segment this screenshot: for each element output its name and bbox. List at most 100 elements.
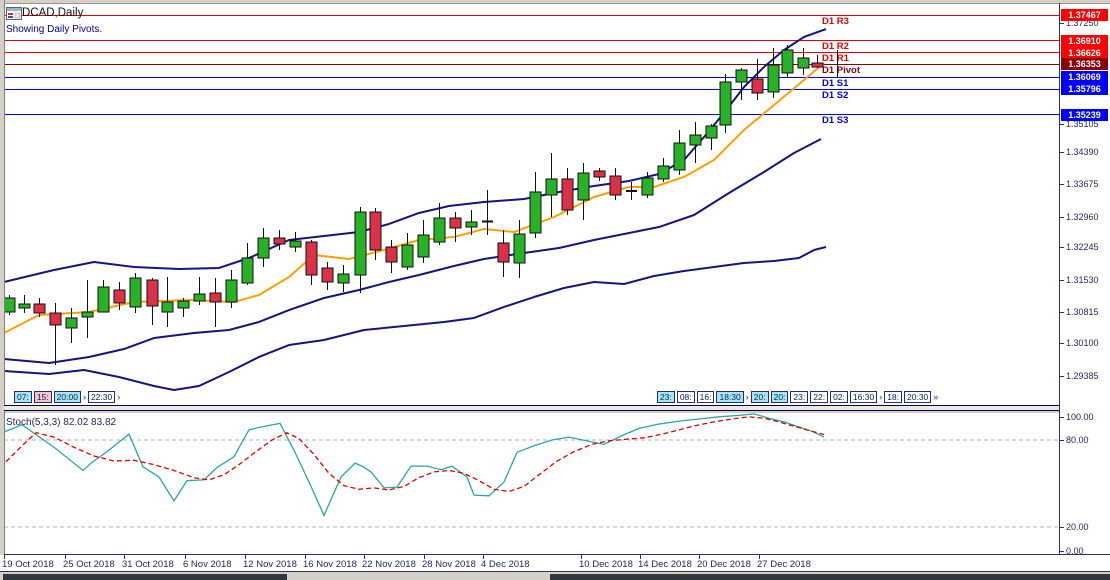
time-marker[interactable]: 22: xyxy=(810,391,829,403)
pivot-label: D1 S2 xyxy=(822,90,849,101)
stoch-main-line[interactable] xyxy=(3,413,825,517)
ma-orange[interactable] xyxy=(3,62,825,334)
candle[interactable] xyxy=(433,203,446,246)
candle[interactable] xyxy=(497,230,510,278)
candle[interactable] xyxy=(3,295,16,316)
stochastic-panel[interactable] xyxy=(3,413,1059,554)
candle[interactable] xyxy=(18,295,31,313)
candle[interactable] xyxy=(289,232,302,252)
pivot-line-d1-r1[interactable] xyxy=(4,52,1059,53)
candle[interactable] xyxy=(146,278,159,325)
band-lower[interactable] xyxy=(3,138,822,364)
candle[interactable] xyxy=(113,282,126,311)
candle[interactable] xyxy=(129,273,142,313)
panel-divider-grip[interactable] xyxy=(4,406,1059,410)
candle[interactable] xyxy=(673,130,686,176)
candle[interactable] xyxy=(705,123,718,150)
candle[interactable] xyxy=(354,207,367,294)
pivot-line-d1-s1[interactable] xyxy=(4,77,1059,78)
date-axis[interactable] xyxy=(0,555,1110,571)
band-outer[interactable] xyxy=(3,246,827,391)
candle[interactable] xyxy=(161,277,174,327)
pivot-line-d1-s2[interactable] xyxy=(4,89,1059,90)
time-marker[interactable]: 20: xyxy=(750,391,769,403)
candle-body-down xyxy=(113,289,126,304)
candle[interactable] xyxy=(257,228,270,268)
price-axis[interactable] xyxy=(1060,3,1110,571)
candle[interactable] xyxy=(781,45,794,79)
candle[interactable] xyxy=(719,73,732,133)
stochastic-chart-canvas[interactable] xyxy=(3,413,1059,554)
time-marker[interactable]: 20:00 xyxy=(53,391,81,403)
candle[interactable] xyxy=(626,182,637,200)
candle[interactable] xyxy=(49,302,62,366)
candle[interactable] xyxy=(449,212,462,243)
time-marker[interactable]: 18:30 xyxy=(716,391,744,403)
panel-divider[interactable] xyxy=(4,405,1059,406)
time-marker[interactable]: 16: xyxy=(696,391,715,403)
candle[interactable] xyxy=(65,308,78,344)
candle[interactable] xyxy=(193,277,206,305)
candle[interactable] xyxy=(337,265,350,292)
candlestick-chart-canvas[interactable] xyxy=(3,3,1059,405)
time-marker[interactable]: 16:30 xyxy=(849,391,878,403)
candle[interactable] xyxy=(417,219,430,263)
candle[interactable] xyxy=(529,171,542,239)
candle[interactable] xyxy=(465,210,478,235)
candle[interactable] xyxy=(593,167,606,181)
time-marker[interactable]: 20: xyxy=(770,391,789,403)
candle[interactable] xyxy=(577,162,590,220)
candle[interactable] xyxy=(545,152,558,218)
candle[interactable] xyxy=(305,240,318,285)
stoch-tick xyxy=(1059,417,1064,418)
time-marker[interactable]: 07: xyxy=(14,391,32,403)
candle[interactable] xyxy=(209,278,222,327)
candle[interactable] xyxy=(689,121,702,163)
candle[interactable] xyxy=(33,297,46,318)
time-marker[interactable]: 22:30 xyxy=(87,391,116,403)
panel-divider[interactable] xyxy=(4,410,1059,411)
main-chart-panel[interactable]: D1 R3 D1 R2 D1 R1 D1 Pivot D1 S1 D1 S2 D1 S3 0… xyxy=(3,3,1059,405)
time-marker[interactable]: 23: xyxy=(657,391,675,403)
date-label: 22 Nov 2018 xyxy=(362,559,416,570)
time-marker[interactable]: 02: xyxy=(830,391,848,403)
price-tick xyxy=(1059,343,1064,344)
candle[interactable] xyxy=(657,158,670,183)
candle[interactable] xyxy=(385,240,398,274)
price-tick-label: 1.34390 xyxy=(1066,147,1099,157)
candle[interactable] xyxy=(321,262,334,291)
pivot-line-d1-r2[interactable] xyxy=(4,40,1059,41)
pivot-note: Showing Daily Pivots. xyxy=(6,24,103,35)
time-marker[interactable]: 18: xyxy=(884,391,903,403)
candle-body-up xyxy=(657,165,670,180)
candle[interactable] xyxy=(81,280,94,339)
time-marker[interactable]: 23: xyxy=(790,391,809,403)
pivot-line-d1-pivot[interactable] xyxy=(4,64,1059,65)
candle[interactable] xyxy=(641,171,654,198)
candle-body-up xyxy=(289,240,302,248)
stoch-signal-line[interactable] xyxy=(5,416,825,493)
band-upper[interactable] xyxy=(3,28,827,283)
candle[interactable] xyxy=(225,269,238,309)
candle[interactable] xyxy=(751,58,764,100)
candle[interactable] xyxy=(797,47,810,75)
candle[interactable] xyxy=(177,297,190,318)
candle[interactable] xyxy=(369,208,382,261)
candle[interactable] xyxy=(767,47,780,98)
time-marker[interactable]: 15: xyxy=(33,391,52,403)
time-marker[interactable]: 08: xyxy=(676,391,695,403)
candle[interactable] xyxy=(561,167,574,216)
pivot-line-d1-r3[interactable] xyxy=(4,15,1059,16)
candle-body-down xyxy=(593,170,606,178)
time-marker[interactable]: 20:30 xyxy=(904,391,932,403)
candle[interactable] xyxy=(609,167,622,200)
candle[interactable] xyxy=(273,230,286,250)
candle[interactable] xyxy=(735,67,748,100)
candle[interactable] xyxy=(97,280,110,313)
candle[interactable] xyxy=(513,219,526,279)
candle[interactable] xyxy=(482,190,493,235)
pivot-line-d1-s3[interactable] xyxy=(4,114,1059,115)
candle[interactable] xyxy=(401,232,414,270)
candle[interactable] xyxy=(811,54,824,68)
candle[interactable] xyxy=(241,243,254,285)
